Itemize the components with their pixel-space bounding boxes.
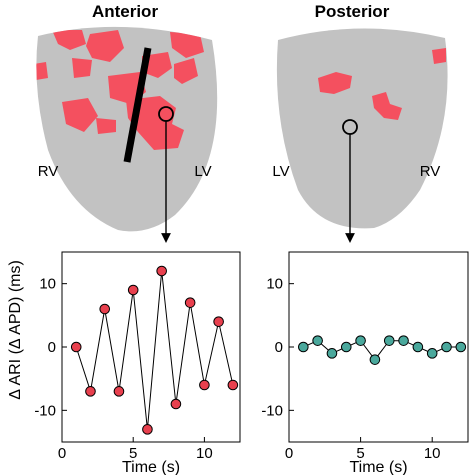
data-point xyxy=(398,335,409,346)
anterior-heart-surface xyxy=(36,26,218,232)
data-point xyxy=(113,386,125,397)
posterior-plot: -10 0 10 0 5 10 Time (s) xyxy=(261,251,469,475)
x-tick-label: 5 xyxy=(356,445,364,462)
data-point xyxy=(383,335,395,346)
y-tick-label: 10 xyxy=(39,276,56,293)
series-line xyxy=(75,270,234,430)
data-point xyxy=(412,341,424,353)
y-tick-label: 10 xyxy=(266,276,283,293)
x-tick-label: 10 xyxy=(424,445,441,462)
series-line xyxy=(303,340,461,361)
y-tick-label: 0 xyxy=(48,339,56,356)
y-tick-label: -10 xyxy=(261,402,283,419)
patch xyxy=(126,96,184,150)
patch xyxy=(174,58,198,84)
patch xyxy=(96,118,116,134)
patch xyxy=(170,32,204,58)
data-point xyxy=(455,341,467,353)
anterior-plot: -10 0 10 0 5 10 Time (s) xyxy=(34,251,241,475)
posterior-title: Posterior xyxy=(315,2,390,21)
data-point xyxy=(170,398,182,410)
posterior-right-label: RV xyxy=(420,163,441,180)
data-point xyxy=(85,386,96,397)
data-point xyxy=(199,379,210,391)
anterior-left-label: RV xyxy=(38,163,59,180)
patch xyxy=(72,58,92,78)
posterior-left-label: LV xyxy=(272,163,289,180)
posterior-patches xyxy=(318,48,446,120)
x-tick-label: 5 xyxy=(129,445,137,462)
patch xyxy=(86,30,124,62)
posterior-heart-surface xyxy=(276,28,448,229)
data-point xyxy=(426,348,438,359)
patch xyxy=(52,30,86,50)
patch xyxy=(318,72,352,94)
data-point xyxy=(184,297,196,308)
x-axis-title: Time (s) xyxy=(349,459,407,475)
x-tick-label: 0 xyxy=(58,445,66,462)
x-axis-title: Time (s) xyxy=(122,459,180,475)
electrode-line xyxy=(123,47,152,163)
data-point xyxy=(441,341,452,353)
patch xyxy=(36,62,48,80)
data-point xyxy=(70,341,82,353)
y-tick-label: 0 xyxy=(275,339,283,356)
data-point xyxy=(127,284,139,296)
anterior-right-label: LV xyxy=(194,163,211,180)
data-point xyxy=(142,424,153,435)
posterior-view: Posterior LV RV xyxy=(272,2,448,243)
anterior-view: Anterior RV LV xyxy=(36,2,218,243)
data-point xyxy=(298,341,309,353)
data-point xyxy=(369,354,381,365)
data-point xyxy=(340,341,352,353)
data-point xyxy=(156,265,167,277)
patch xyxy=(372,92,402,120)
plot-frame xyxy=(288,251,469,443)
y-axis-title: Δ ARI (Δ APD) (ms) xyxy=(7,260,24,400)
data-point xyxy=(312,335,323,346)
patch xyxy=(432,48,446,64)
y-tick-label: -10 xyxy=(34,402,56,419)
data-point xyxy=(227,379,239,391)
anterior-title: Anterior xyxy=(92,2,159,21)
x-tick-label: 0 xyxy=(285,445,293,462)
data-point xyxy=(99,303,111,315)
data-point xyxy=(355,335,366,346)
patch xyxy=(62,98,98,132)
x-tick-label: 10 xyxy=(196,445,213,462)
data-point xyxy=(326,348,338,359)
data-point xyxy=(213,316,224,327)
